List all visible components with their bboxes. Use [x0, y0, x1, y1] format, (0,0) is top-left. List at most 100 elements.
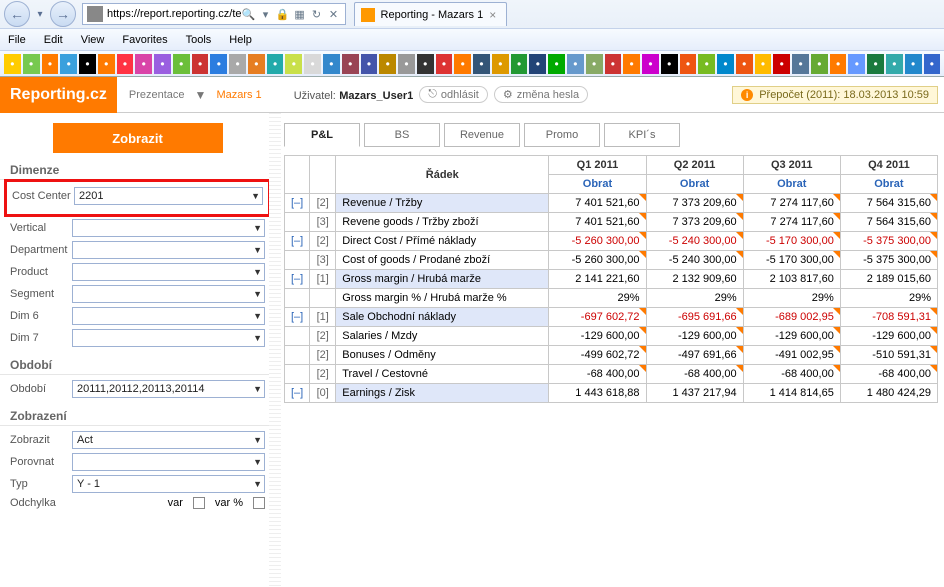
forward-button[interactable]: → [50, 1, 76, 27]
bookmark-icon[interactable]: • [661, 54, 678, 74]
menu-help[interactable]: Help [229, 34, 252, 46]
bookmark-icon[interactable]: • [698, 54, 715, 74]
bookmark-icon[interactable]: • [830, 54, 847, 74]
view-porovnat-select[interactable]: ▼ [72, 453, 265, 471]
bookmark-icon[interactable]: • [379, 54, 396, 74]
bookmark-icon[interactable]: • [623, 54, 640, 74]
tab-pl[interactable]: P&L [284, 123, 360, 147]
breadcrumb-parent[interactable]: Prezentace [129, 89, 185, 101]
change-password-link[interactable]: ⚙ změna hesla [494, 86, 588, 103]
bookmark-icon[interactable]: • [473, 54, 490, 74]
bookmark-icon[interactable]: • [436, 54, 453, 74]
bookmark-icon[interactable]: • [680, 54, 697, 74]
menu-edit[interactable]: Edit [44, 34, 63, 46]
bookmark-icon[interactable]: • [548, 54, 565, 74]
bookmark-icon[interactable]: • [867, 54, 884, 74]
view-typ-select[interactable]: Y - 1▼ [72, 475, 265, 493]
bookmark-icon[interactable]: • [717, 54, 734, 74]
bookmark-icon[interactable]: • [117, 54, 134, 74]
address-bar[interactable]: https://report.reporting.cz/te 🔍 ▾ 🔒 ▦ ↻… [82, 3, 346, 25]
bookmark-icon[interactable]: • [98, 54, 115, 74]
bookmark-icon[interactable]: • [42, 54, 59, 74]
bookmark-icon[interactable]: • [60, 54, 77, 74]
bookmark-icon[interactable]: • [736, 54, 753, 74]
menu-tools[interactable]: Tools [186, 34, 212, 46]
obdobi-select[interactable]: 20111,20112,20113,20114▼ [72, 380, 265, 398]
segment-select[interactable]: ▼ [72, 285, 265, 303]
bookmark-icon[interactable]: • [905, 54, 922, 74]
department-select[interactable]: ▼ [72, 241, 265, 259]
back-history-button[interactable]: ▾ [32, 1, 48, 27]
bookmark-icon[interactable]: • [511, 54, 528, 74]
bookmark-icon[interactable]: • [886, 54, 903, 74]
tab-revenue[interactable]: Revenue [444, 123, 520, 147]
bookmark-icon[interactable]: • [173, 54, 190, 74]
bookmark-icon[interactable]: • [135, 54, 152, 74]
bookmark-icon[interactable]: • [924, 54, 941, 74]
bookmark-icon[interactable]: • [210, 54, 227, 74]
bookmark-icon[interactable]: • [361, 54, 378, 74]
bookmark-icon[interactable]: • [529, 54, 546, 74]
show-button[interactable]: Zobrazit [53, 123, 223, 153]
bookmark-icon[interactable]: • [848, 54, 865, 74]
splitter[interactable] [269, 113, 281, 587]
bookmark-icon[interactable]: • [192, 54, 209, 74]
stop-icon[interactable]: ✕ [327, 7, 341, 21]
expand-toggle[interactable]: [–] [285, 232, 310, 251]
bookmark-icon[interactable]: • [154, 54, 171, 74]
bookmark-icon[interactable]: • [417, 54, 434, 74]
tab-kpis[interactable]: KPI´s [604, 123, 680, 147]
col-obrat-2[interactable]: Obrat [646, 175, 743, 194]
menu-view[interactable]: View [81, 34, 105, 46]
col-obrat-4[interactable]: Obrat [840, 175, 937, 194]
browser-tab[interactable]: Reporting - Mazars 1 × [354, 2, 508, 26]
expand-toggle[interactable]: [–] [285, 270, 310, 289]
expand-toggle[interactable]: [–] [285, 384, 310, 403]
bookmark-icon[interactable]: • [586, 54, 603, 74]
tab-close-icon[interactable]: × [489, 8, 496, 22]
breadcrumb-arrow-icon[interactable]: ▼ [195, 88, 207, 102]
bookmark-icon[interactable]: • [23, 54, 40, 74]
bookmark-icon[interactable]: • [285, 54, 302, 74]
bookmark-icon[interactable]: • [811, 54, 828, 74]
search-icon[interactable]: 🔍 [242, 7, 256, 21]
var-checkbox[interactable] [193, 497, 205, 509]
bookmark-icon[interactable]: • [304, 54, 321, 74]
bookmark-icon[interactable]: • [792, 54, 809, 74]
bookmark-icon[interactable]: • [4, 54, 21, 74]
bookmark-icon[interactable]: • [773, 54, 790, 74]
tab-bs[interactable]: BS [364, 123, 440, 147]
bookmark-icon[interactable]: • [267, 54, 284, 74]
bookmark-icon[interactable]: • [342, 54, 359, 74]
bookmark-icon[interactable]: • [567, 54, 584, 74]
bookmark-icon[interactable]: • [755, 54, 772, 74]
compat-icon[interactable]: ▦ [293, 7, 307, 21]
col-obrat-3[interactable]: Obrat [743, 175, 840, 194]
bookmark-icon[interactable]: • [605, 54, 622, 74]
bookmark-icon[interactable]: • [323, 54, 340, 74]
dim7-select[interactable]: ▼ [72, 329, 265, 347]
view-zobrazit-select[interactable]: Act▼ [72, 431, 265, 449]
logout-link[interactable]: ⎋ odhlásit [419, 86, 488, 103]
tab-promo[interactable]: Promo [524, 123, 600, 147]
product-select[interactable]: ▼ [72, 263, 265, 281]
bookmark-icon[interactable]: • [248, 54, 265, 74]
menu-file[interactable]: File [8, 34, 26, 46]
bookmark-icon[interactable]: • [79, 54, 96, 74]
varpct-checkbox[interactable] [253, 497, 265, 509]
cost-center-select[interactable]: 2201▼ [74, 187, 263, 205]
bookmark-icon[interactable]: • [398, 54, 415, 74]
back-button[interactable]: ← [4, 1, 30, 27]
bookmark-icon[interactable]: • [229, 54, 246, 74]
expand-toggle[interactable]: [–] [285, 308, 310, 327]
refresh-icon[interactable]: ↻ [310, 7, 324, 21]
expand-toggle[interactable]: [–] [285, 194, 310, 213]
bookmark-icon[interactable]: • [454, 54, 471, 74]
bookmark-icon[interactable]: • [492, 54, 509, 74]
dd-icon[interactable]: ▾ [259, 7, 273, 21]
bookmark-icon[interactable]: • [642, 54, 659, 74]
vertical-select[interactable]: ▼ [72, 219, 265, 237]
menu-favorites[interactable]: Favorites [122, 34, 167, 46]
col-obrat-1[interactable]: Obrat [549, 175, 646, 194]
dim6-select[interactable]: ▼ [72, 307, 265, 325]
